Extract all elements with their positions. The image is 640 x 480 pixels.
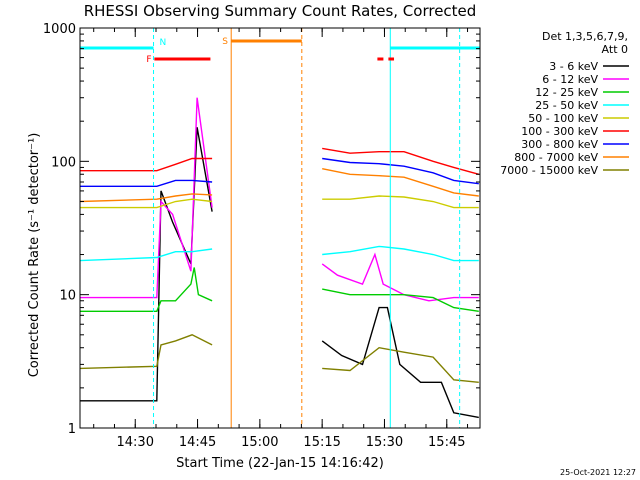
y-tick-label-0: 1	[68, 422, 76, 437]
x-axis-label: Start Time (22-Jan-15 14:16:42)	[176, 456, 384, 471]
annotation-layer: NF S	[80, 28, 480, 428]
legend-title-line-0: Det 1,3,5,6,7,9,	[542, 30, 628, 43]
series-line-4-seg-0	[80, 198, 213, 209]
series-layer	[79, 97, 479, 419]
series-line-6-seg-0	[80, 179, 213, 188]
x-tick-label-2: 15:00	[241, 435, 278, 450]
series-line-3-seg-1	[322, 245, 479, 262]
plot-frame	[79, 27, 481, 429]
series-line-3-seg-0	[79, 248, 213, 262]
series-line-7-seg-1	[322, 168, 479, 197]
chart-title: RHESSI Observing Summary Count Rates, Co…	[84, 2, 477, 20]
x-tick-label-1: 14:45	[179, 435, 216, 450]
y-tick-label-3: 1000	[43, 22, 76, 37]
legend-label-3: 25 - 50 keV	[535, 99, 598, 112]
footer-timestamp: 25-Oct-2021 12:27	[560, 468, 636, 477]
series-line-1-seg-1	[321, 252, 479, 302]
y-tick-label-1: 10	[59, 289, 76, 304]
legend-label-7: 800 - 7000 keV	[514, 151, 598, 164]
series-line-5-seg-1	[322, 147, 479, 175]
x-tick-label-3: 15:15	[303, 435, 340, 450]
series-line-6-seg-1	[322, 157, 479, 185]
y-tick-label-2: 100	[51, 155, 76, 170]
flare-label: F	[146, 55, 151, 65]
legend-title-line-1: Att 0	[602, 43, 628, 56]
legend-label-2: 12 - 25 keV	[535, 86, 598, 99]
legend-label-5: 100 - 300 keV	[521, 125, 598, 138]
series-line-5-seg-0	[80, 157, 213, 172]
series-line-0-seg-0	[80, 127, 213, 402]
x-tick-label-4: 15:30	[366, 435, 403, 450]
series-line-1-seg-0	[80, 97, 213, 299]
x-tick-label-5: 15:45	[428, 435, 465, 450]
legend-label-6: 300 - 800 keV	[521, 138, 598, 151]
night-label: N	[160, 38, 167, 48]
x-tick-label-0: 14:30	[117, 435, 154, 450]
series-line-7-seg-0	[79, 193, 213, 203]
series-line-8-seg-1	[322, 346, 479, 383]
legend-label-0: 3 - 6 keV	[549, 60, 598, 73]
legend-label-1: 6 - 12 keV	[542, 73, 598, 86]
series-line-0-seg-1	[321, 306, 479, 419]
axes-layer: 14:30 14:45 15:00 15:15 15:30 15:45 1 10 100 1000	[43, 22, 481, 450]
legend-label-4: 50 - 100 keV	[528, 112, 598, 125]
series-line-8-seg-0	[79, 334, 213, 370]
saa-label: S	[222, 37, 228, 47]
series-line-2-seg-1	[322, 288, 479, 312]
legend-label-8: 7000 - 15000 keV	[500, 164, 598, 177]
y-axis-label: Corrected Count Rate (s⁻¹ detector⁻¹)	[27, 133, 42, 378]
series-line-4-seg-1	[322, 195, 479, 209]
series-line-2-seg-0	[80, 267, 213, 312]
